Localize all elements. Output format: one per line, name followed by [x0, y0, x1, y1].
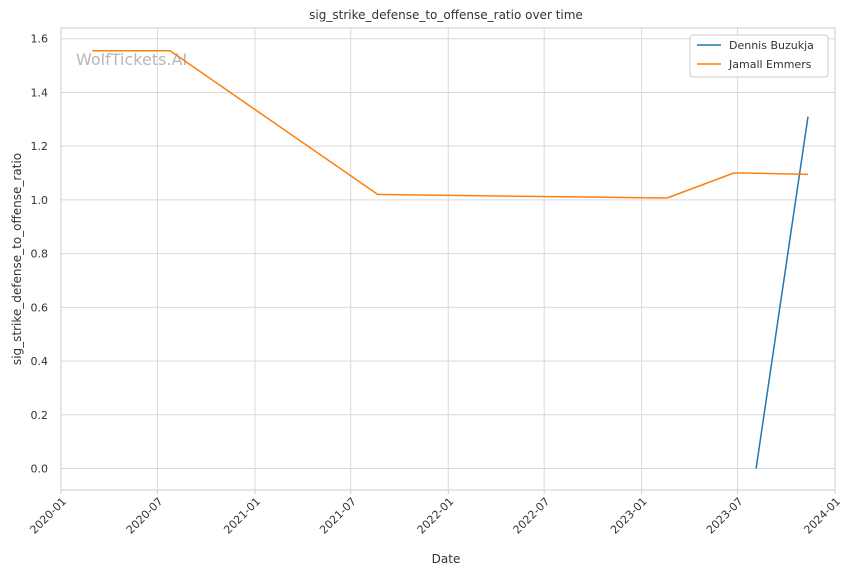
y-tick-label: 1.4	[31, 86, 49, 99]
series-line-dennis-buzukja	[755, 116, 809, 469]
legend-box	[689, 34, 829, 78]
y-tick-label: 0.6	[31, 301, 49, 314]
y-tick-label: 1.2	[31, 140, 49, 153]
legend-label-dennis-buzukja: Dennis Buzukja	[729, 39, 814, 52]
series	[92, 50, 809, 469]
y-tick-label: 1.6	[31, 33, 49, 46]
y-tick-label: 0.0	[31, 463, 49, 476]
x-axis: 2020-01 2020-07 2021-01 2021-07 2022-01 2022-…	[27, 490, 843, 537]
x-tick-label: 2022-07	[511, 495, 553, 537]
legend-label-jamall-emmers: Jamall Emmers	[728, 58, 812, 71]
watermark: WolfTickets.AI	[76, 50, 187, 69]
x-tick-label: 2020-07	[124, 495, 166, 537]
y-tick-label: 0.4	[31, 355, 49, 368]
y-tick-label: 1.0	[31, 194, 49, 207]
x-axis-title: Date	[432, 552, 461, 566]
x-tick-label: 2023-01	[608, 495, 650, 537]
x-tick-label: 2020-01	[27, 495, 69, 537]
y-axis: 0.0 0.2 0.4 0.6 0.8 1.0 1.2 1.4 1.6	[31, 33, 49, 476]
x-tick-label: 2021-07	[317, 495, 359, 537]
legend: Dennis Buzukja Jamall Emmers	[689, 34, 829, 78]
x-tick-label: 2024-01	[801, 495, 843, 537]
x-tick-label: 2021-01	[221, 495, 263, 537]
x-tick-label: 2022-01	[415, 495, 457, 537]
grid	[60, 28, 836, 490]
y-tick-label: 0.8	[31, 248, 49, 261]
y-axis-title: sig_strike_defense_to_offense_ratio	[10, 153, 24, 365]
x-tick-label: 2023-07	[704, 495, 746, 537]
series-line-jamall-emmers	[92, 50, 809, 199]
chart-title: sig_strike_defense_to_offense_ratio over…	[309, 8, 583, 22]
y-tick-label: 0.2	[31, 409, 49, 422]
